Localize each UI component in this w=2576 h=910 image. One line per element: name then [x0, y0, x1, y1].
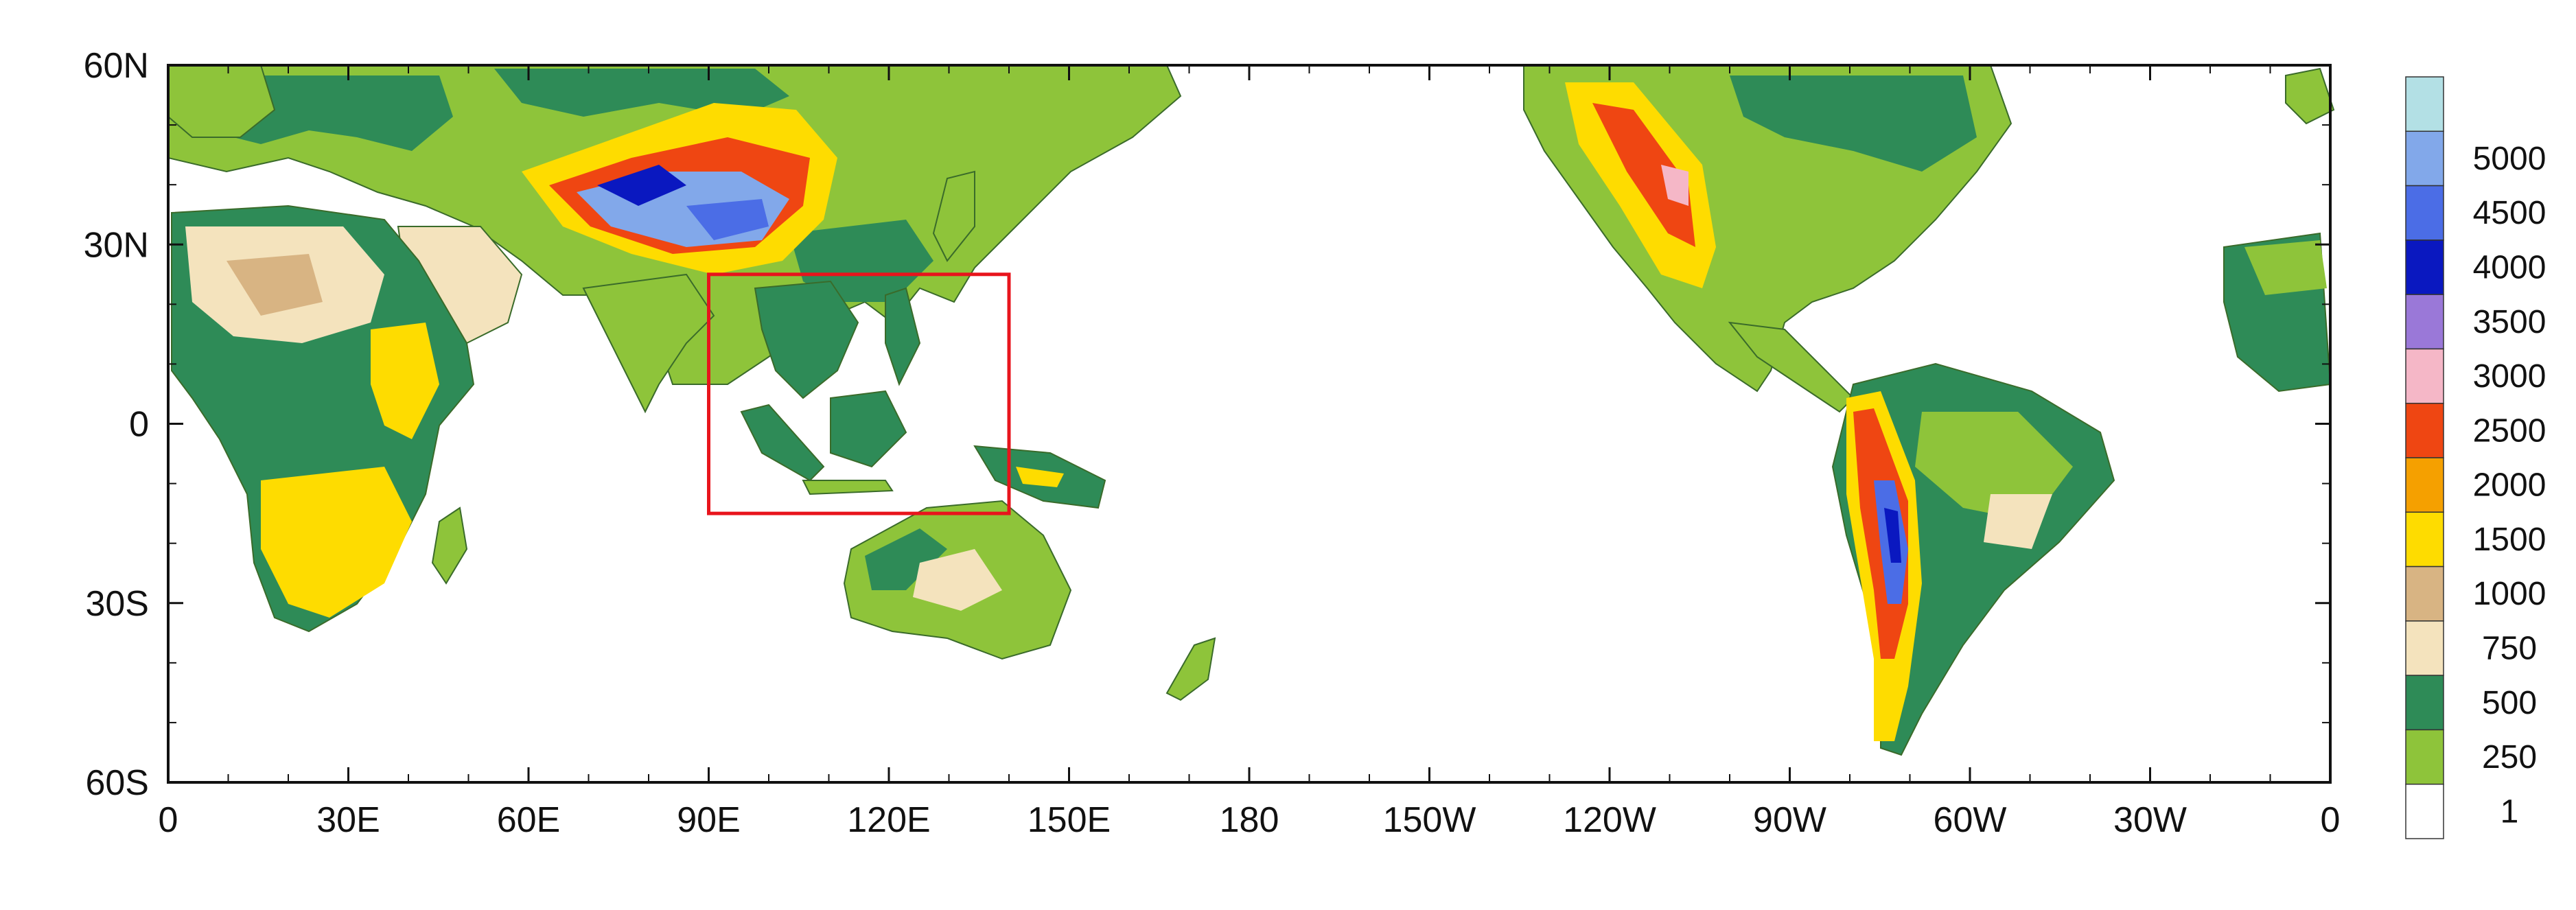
- colorbar-box: [2405, 565, 2444, 622]
- y-tick-label: 30N: [84, 225, 149, 265]
- colorbar-label: 1000: [2473, 576, 2546, 612]
- x-tick-label: 60E: [497, 800, 561, 840]
- land-south-africa-plateau: [261, 467, 412, 618]
- land-east-africa-highland: [371, 323, 439, 439]
- colorbar-label: 1: [2500, 793, 2519, 830]
- colorbar-label: 3000: [2473, 358, 2546, 395]
- colorbar-label: 2500: [2473, 412, 2546, 449]
- land-java: [802, 480, 894, 495]
- colorbar-box: [2405, 511, 2444, 568]
- x-tick-label: 90W: [1753, 800, 1826, 840]
- colorbar-label: 250: [2482, 739, 2537, 775]
- colorbar-box: [2405, 348, 2444, 404]
- x-tick-label: 180: [1220, 800, 1279, 840]
- land-rockies-red: [1592, 103, 1695, 247]
- elevation-colorbar: 5000 4500 4000 3500 3000 2500 2000 1500 1000 750 5…: [2405, 76, 2546, 839]
- x-tick-label: 0: [2321, 800, 2341, 840]
- highlight-region-box: [707, 272, 1011, 515]
- land-andes-dark: [1884, 508, 1901, 563]
- colorbar-box: [2405, 130, 2444, 187]
- x-tick-label: 30W: [2113, 800, 2187, 840]
- x-tick-label: 150W: [1383, 800, 1476, 840]
- y-tick-label: 30S: [85, 584, 149, 624]
- colorbar-box: [2405, 457, 2444, 513]
- y-tick-label: 60N: [84, 46, 149, 86]
- land-north-atlantic-island: [2285, 67, 2335, 125]
- x-tick-label: 150E: [1028, 800, 1111, 840]
- y-tick-label: 60S: [85, 763, 149, 803]
- y-tick-label: 0: [129, 405, 149, 445]
- land-philippines: [885, 287, 921, 386]
- colorbar-box: [2405, 675, 2444, 731]
- land-borneo: [830, 390, 907, 468]
- land-tibet-peak: [597, 165, 686, 206]
- colorbar-box: [2405, 240, 2444, 295]
- land-new-guinea-highland: [1016, 467, 1064, 487]
- x-tick-label: 90E: [677, 800, 741, 840]
- land-canada-forest: [1730, 75, 1977, 172]
- land-madagascar: [431, 506, 468, 585]
- latitude-axis: 60N 30N 0 30S 60S: [84, 46, 2330, 803]
- land-masses: [167, 65, 2335, 756]
- colorbar-label: 1500: [2473, 522, 2546, 558]
- land-japan: [932, 170, 975, 262]
- land-tibet-blue: [686, 199, 769, 240]
- colorbar-label: 2000: [2473, 467, 2546, 504]
- land-west-africa-edge-light: [2244, 240, 2327, 295]
- land-sahara-brown: [227, 254, 323, 316]
- x-tick-label: 120E: [847, 800, 930, 840]
- colorbar-label: 750: [2482, 631, 2537, 667]
- x-tick-label: 120W: [1563, 800, 1656, 840]
- colorbar-box: [2405, 402, 2444, 458]
- colorbar-box: [2405, 729, 2444, 785]
- x-tick-label: 60W: [1934, 800, 2007, 840]
- land-indochina: [754, 280, 859, 399]
- x-tick-label: 0: [159, 800, 178, 840]
- land-australia-dark: [865, 528, 947, 590]
- land-sumatra: [740, 404, 825, 482]
- colorbar-label: 5000: [2473, 141, 2546, 177]
- land-brazil-tan: [1984, 494, 2052, 549]
- land-india: [582, 273, 715, 414]
- map-area: [167, 64, 2335, 784]
- colorbar-box: [2405, 783, 2444, 839]
- colorbar-box: [2405, 76, 2444, 132]
- colorbar-box: [2405, 294, 2444, 350]
- colorbar-label: 4500: [2473, 195, 2546, 231]
- land-new-zealand: [1165, 637, 1216, 701]
- longitude-axis: 0 30E 60E 90E 120E 150E 180 150W 120W 90W 60W 30W 0: [159, 65, 2341, 840]
- colorbar-label: 4000: [2473, 250, 2546, 286]
- land-australia-tan: [913, 549, 1002, 611]
- colorbar-box: [2405, 185, 2444, 241]
- land-rockies-pink: [1661, 165, 1689, 206]
- colorbar-label: 3500: [2473, 304, 2546, 340]
- colorbar-label: 500: [2482, 685, 2537, 721]
- colorbar-box: [2405, 620, 2444, 676]
- x-tick-label: 30E: [316, 800, 380, 840]
